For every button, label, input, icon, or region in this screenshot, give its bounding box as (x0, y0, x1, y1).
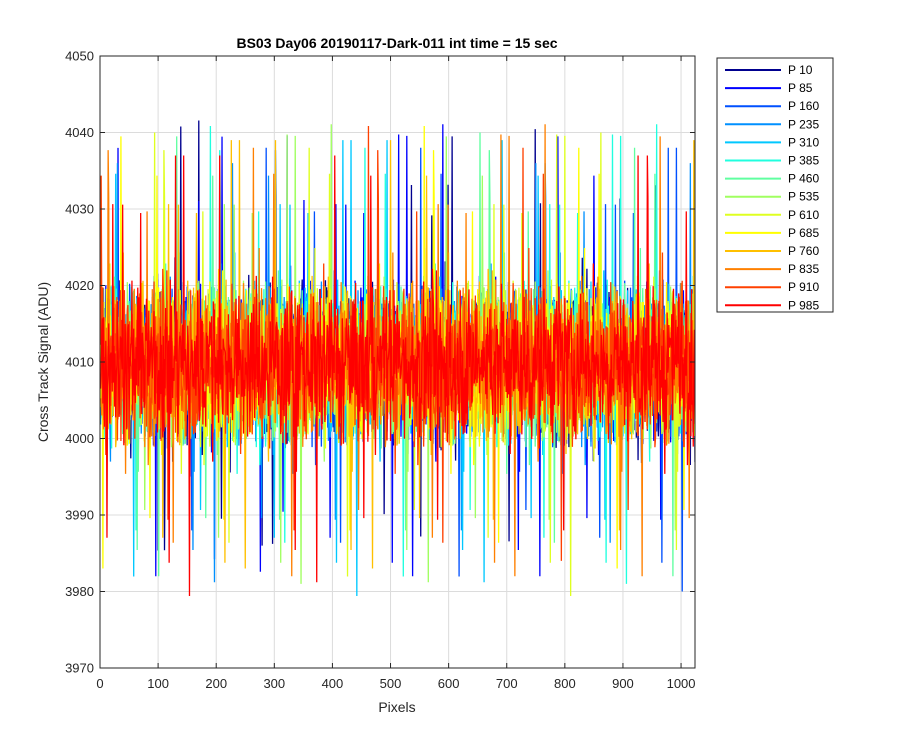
legend-label: P 685 (788, 226, 819, 240)
y-axis-label: Cross Track Signal (ADU) (35, 282, 51, 442)
y-tick-label: 4030 (65, 202, 94, 217)
y-tick-label: 4010 (65, 355, 94, 370)
legend-label: P 310 (788, 135, 819, 149)
x-axis: 0 100 200 300 400 500 600 700 800 900 1000 (96, 56, 696, 691)
legend-label: P 385 (788, 154, 819, 168)
x-tick-label: 500 (380, 676, 402, 691)
chart-title: BS03 Day06 20190117-Dark-011 int time = … (236, 35, 557, 51)
y-axis: 3970 3980 3990 4000 4010 4020 4030 4040 4050 (65, 49, 695, 676)
y-tick-label: 3980 (65, 584, 94, 599)
y-tick-label: 3970 (65, 661, 94, 676)
x-tick-label: 200 (205, 676, 227, 691)
x-tick-label: 300 (263, 676, 285, 691)
legend-label: P 610 (788, 208, 819, 222)
x-tick-label: 800 (554, 676, 576, 691)
x-tick-label: 700 (496, 676, 518, 691)
legend-label: P 535 (788, 190, 819, 204)
legend-label: P 835 (788, 262, 819, 276)
legend-label: P 760 (788, 244, 819, 258)
y-tick-label: 4040 (65, 125, 94, 140)
legend-label: P 460 (788, 172, 819, 186)
series-line-p-985 (100, 155, 695, 597)
x-tick-label: 1000 (667, 676, 696, 691)
y-tick-label: 4050 (65, 49, 94, 64)
x-axis-label: Pixels (378, 699, 415, 715)
x-tick-label: 900 (612, 676, 634, 691)
legend-label: P 10 (788, 63, 813, 77)
x-tick-label: 0 (96, 676, 103, 691)
legend: P 10 P 85 P 160 P 235 P 310 P 385 P 460 P 535 P … (716, 57, 834, 313)
y-tick-label: 3990 (65, 508, 94, 523)
x-tick-label: 400 (322, 676, 344, 691)
y-tick-label: 4020 (65, 278, 94, 293)
legend-label: P 910 (788, 280, 819, 294)
legend-label: P 85 (788, 81, 813, 95)
legend-label: P 160 (788, 99, 819, 113)
legend-label: P 985 (788, 298, 819, 312)
y-tick-label: 4000 (65, 431, 94, 446)
legend-label: P 235 (788, 117, 819, 131)
x-tick-label: 600 (438, 676, 460, 691)
x-tick-label: 100 (147, 676, 169, 691)
series-lines (100, 120, 695, 597)
